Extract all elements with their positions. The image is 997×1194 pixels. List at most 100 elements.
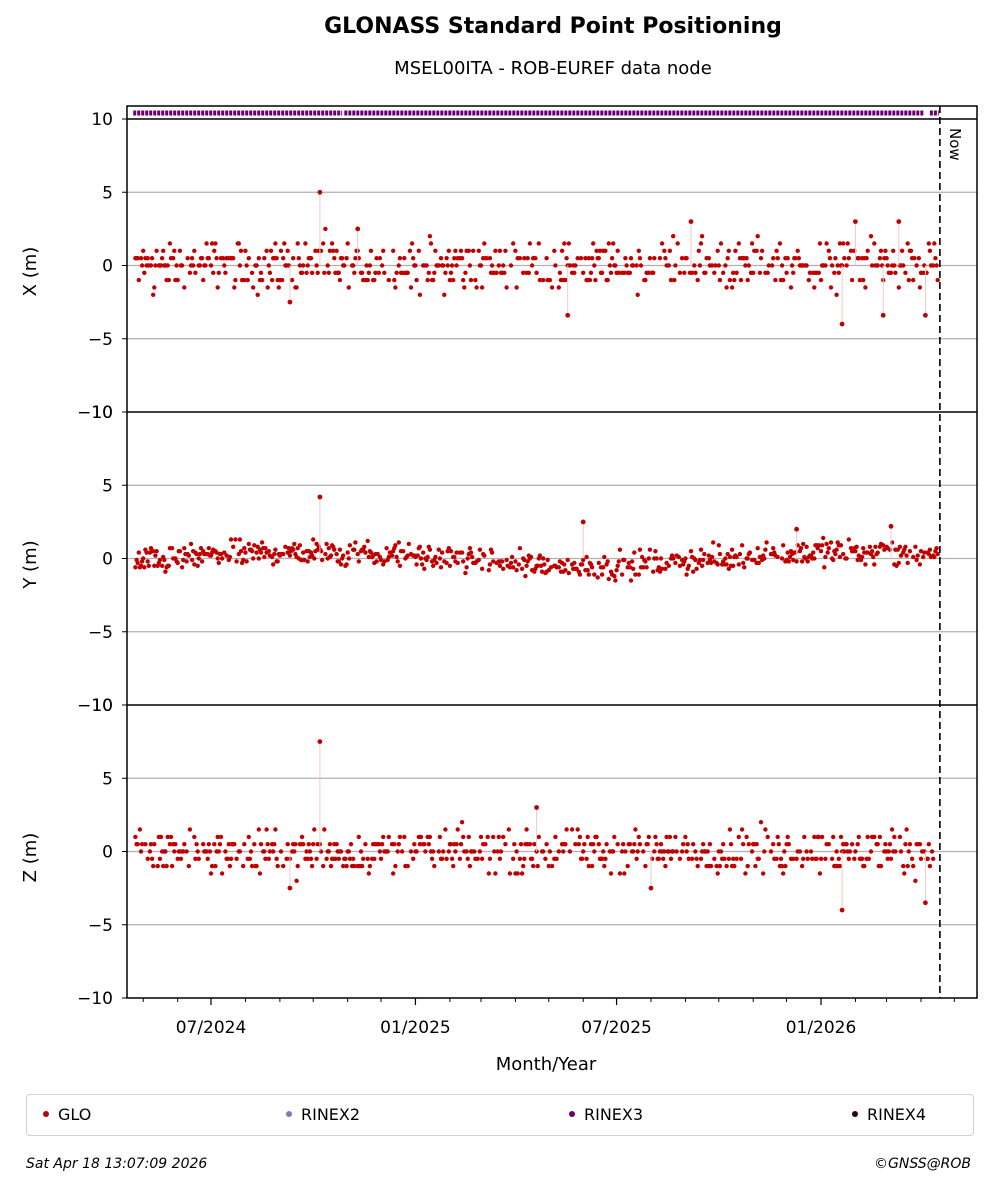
data-point — [566, 570, 571, 576]
data-point — [756, 560, 761, 566]
data-point — [323, 226, 328, 232]
data-point — [432, 863, 437, 869]
data-point — [352, 863, 357, 869]
data-point — [516, 562, 521, 567]
data-point — [549, 285, 555, 290]
data-point — [846, 537, 851, 542]
data-point — [722, 856, 727, 861]
chart-subtitle: MSEL00ITA - ROB-EUREF data node — [394, 58, 712, 79]
data-point — [917, 562, 923, 567]
data-point — [363, 550, 368, 555]
x-tick-label: 01/2026 — [786, 1018, 857, 1038]
data-point — [414, 562, 419, 567]
data-point — [366, 554, 371, 560]
data-point — [256, 556, 261, 561]
data-point — [299, 834, 305, 840]
data-point — [549, 863, 555, 869]
data-point — [567, 849, 573, 854]
data-point — [441, 263, 446, 268]
data-point — [245, 277, 250, 283]
data-point — [189, 557, 195, 563]
data-point — [281, 863, 286, 869]
data-point — [636, 834, 641, 840]
data-point — [328, 553, 334, 558]
data-point — [736, 562, 741, 567]
data-point — [324, 856, 329, 861]
data-point — [446, 248, 451, 253]
data-point — [806, 277, 811, 283]
data-point — [208, 263, 214, 268]
data-point — [615, 248, 620, 253]
data-point — [458, 842, 464, 847]
data-point — [325, 263, 330, 268]
data-point — [575, 827, 580, 832]
data-point — [596, 256, 601, 261]
data-point — [911, 277, 916, 283]
data-point — [189, 256, 195, 261]
data-point — [744, 834, 749, 840]
data-point — [712, 270, 717, 275]
data-point — [177, 248, 183, 253]
data-point — [438, 256, 444, 261]
data-point — [906, 849, 911, 854]
data-point — [783, 863, 788, 869]
data-point — [755, 546, 760, 551]
data-point — [596, 560, 601, 566]
data-point — [434, 560, 439, 566]
y-tick-label: 10 — [91, 696, 113, 716]
data-point — [927, 547, 933, 552]
data-point — [358, 849, 364, 854]
data-point — [486, 568, 491, 573]
data-point — [518, 842, 524, 847]
data-point — [878, 863, 884, 869]
data-point — [837, 554, 843, 560]
data-point — [594, 834, 599, 840]
legend-label-glo: GLO — [58, 1105, 92, 1124]
data-point — [291, 547, 296, 552]
data-point — [604, 842, 609, 847]
data-point — [466, 834, 471, 840]
data-point — [274, 856, 279, 861]
data-point — [449, 263, 455, 268]
data-point — [823, 856, 828, 861]
data-point — [507, 871, 513, 876]
data-point — [844, 842, 849, 847]
data-point — [833, 256, 838, 261]
data-point — [464, 565, 469, 570]
data-point — [496, 834, 501, 840]
data-point — [812, 556, 817, 561]
data-point — [897, 544, 903, 549]
data-point — [592, 849, 597, 854]
data-point — [362, 544, 367, 549]
data-point — [181, 557, 186, 563]
data-point — [315, 270, 320, 275]
data-point — [911, 863, 916, 869]
data-point — [797, 849, 803, 854]
data-point — [886, 849, 891, 854]
data-point — [271, 562, 276, 567]
data-point — [338, 849, 344, 854]
chart-title: GLONASS Standard Point Positioning — [324, 14, 782, 39]
data-point — [862, 863, 867, 869]
data-point — [416, 248, 421, 253]
data-point — [507, 565, 513, 570]
data-point — [427, 547, 433, 552]
data-point — [817, 871, 823, 876]
data-point — [514, 849, 519, 854]
data-point — [359, 863, 365, 869]
data-point — [718, 241, 724, 246]
data-point — [837, 863, 843, 869]
data-point — [861, 546, 866, 551]
data-point — [681, 842, 686, 847]
data-point — [361, 856, 366, 861]
data-point — [833, 551, 838, 557]
data-point — [521, 863, 526, 869]
data-point — [326, 849, 331, 854]
data-point — [413, 263, 418, 268]
data-point — [896, 285, 901, 290]
data-point — [525, 256, 530, 261]
data-point — [553, 834, 558, 840]
data-point — [662, 248, 667, 253]
data-point — [517, 546, 523, 551]
data-point — [307, 849, 313, 854]
